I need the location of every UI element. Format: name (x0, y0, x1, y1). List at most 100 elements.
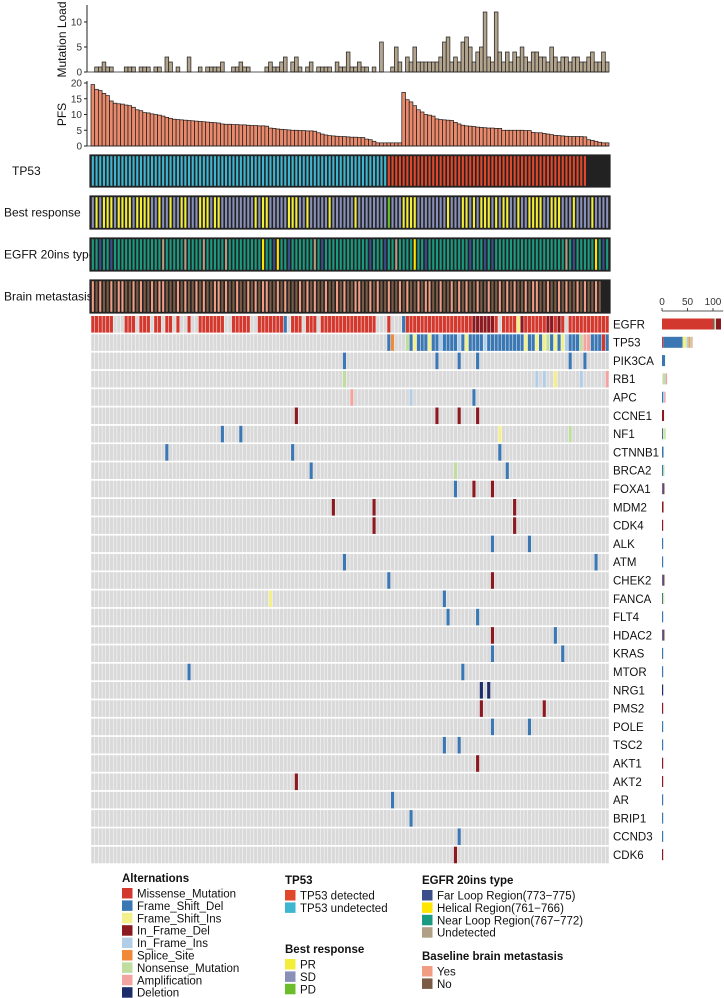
empty-cell (516, 535, 520, 553)
track-response-cell (465, 197, 468, 228)
track-ins-type-cell (472, 239, 475, 270)
empty-cell (346, 444, 350, 461)
empty-cell (183, 535, 187, 553)
track-brain-cell (454, 281, 457, 312)
empty-cell (424, 352, 428, 370)
empty-cell (198, 663, 202, 681)
empty-cell (176, 425, 180, 443)
alteration-cell-egfr (98, 316, 102, 333)
empty-cell (220, 462, 224, 479)
empty-cell (557, 462, 561, 479)
empty-cell (516, 755, 520, 772)
pfs-tick-label: 5 (76, 126, 82, 137)
empty-cell (298, 480, 302, 498)
empty-cell (453, 773, 458, 791)
empty-cell (435, 462, 439, 479)
track-tp53-cell (343, 156, 346, 186)
alteration-cell-egfr (546, 316, 550, 333)
empty-cell (413, 590, 417, 608)
pfs-bar (571, 136, 577, 147)
empty-cell (416, 736, 421, 754)
empty-cell (339, 682, 343, 699)
empty-cell (483, 480, 487, 498)
empty-cell (513, 682, 517, 699)
empty-cell (139, 718, 143, 736)
empty-cell (387, 535, 391, 553)
alteration-cell-pms2 (542, 700, 546, 717)
empty-cell (453, 627, 458, 644)
empty-cell (176, 517, 180, 534)
track-tp53-cell (458, 156, 461, 186)
empty-cell (601, 499, 606, 516)
empty-cell (435, 608, 439, 626)
empty-cell (383, 810, 387, 827)
pfs-bar (190, 120, 195, 147)
empty-cell (305, 718, 310, 736)
track-tp53-cell (250, 156, 253, 186)
empty-cell (324, 480, 328, 498)
track-brain-cell (210, 281, 213, 312)
gene-label-atm: ATM (613, 557, 636, 569)
empty-cell (505, 718, 509, 736)
empty-cell (198, 791, 202, 809)
empty-cell (520, 499, 524, 516)
empty-cell (575, 389, 580, 406)
empty-cell (457, 535, 461, 553)
empty-cell (235, 736, 239, 754)
empty-cell (131, 828, 136, 845)
empty-cell (383, 590, 387, 608)
mutation-load-bar (530, 51, 536, 73)
empty-cell (106, 425, 110, 443)
empty-cell (294, 572, 298, 589)
track-ins-type-cell (506, 239, 509, 270)
empty-cell (209, 480, 213, 498)
empty-cell (102, 590, 106, 608)
empty-cell (431, 389, 435, 406)
empty-cell (305, 627, 310, 644)
empty-cell (468, 352, 472, 370)
track-brain-cell (384, 281, 387, 312)
empty-cell (379, 334, 384, 351)
pfs-bar (490, 127, 495, 147)
pfs-bar (279, 128, 284, 147)
empty-cell (405, 444, 409, 461)
empty-cell (398, 462, 402, 479)
pfs-bar (101, 93, 107, 147)
empty-cell (357, 334, 361, 351)
alteration-cell-rb1 (553, 370, 557, 388)
empty-cell (102, 627, 106, 644)
empty-cell (416, 791, 421, 809)
pfs-bar (538, 132, 543, 147)
empty-cell (427, 608, 432, 626)
empty-cell (546, 535, 550, 553)
empty-cell (594, 718, 598, 736)
empty-cell (183, 370, 187, 388)
empty-cell (590, 553, 594, 571)
track-ins-type-cell (176, 239, 179, 270)
empty-cell (91, 480, 95, 498)
empty-cell (402, 663, 406, 681)
empty-cell (424, 590, 428, 608)
track-response-cell (188, 197, 191, 228)
empty-cell (442, 828, 446, 845)
empty-cell (246, 407, 250, 425)
alteration-cell-ctnnb1 (291, 444, 295, 461)
empty-cell (205, 517, 210, 534)
empty-cell (124, 389, 128, 406)
empty-cell (383, 407, 387, 425)
empty-cell (272, 553, 276, 571)
empty-cell (228, 608, 232, 626)
track-brain-cell (461, 281, 464, 312)
empty-cell (128, 334, 132, 351)
track-brain-cell (450, 281, 453, 312)
track-brain-cell (151, 281, 154, 312)
track-tp53-cell (583, 156, 586, 186)
empty-cell (442, 407, 446, 425)
empty-cell (572, 791, 576, 809)
track-response-cell (336, 197, 339, 228)
empty-cell (113, 517, 117, 534)
empty-cell (135, 810, 139, 827)
empty-cell (305, 608, 310, 626)
empty-cell (394, 828, 398, 845)
empty-cell (113, 645, 117, 662)
